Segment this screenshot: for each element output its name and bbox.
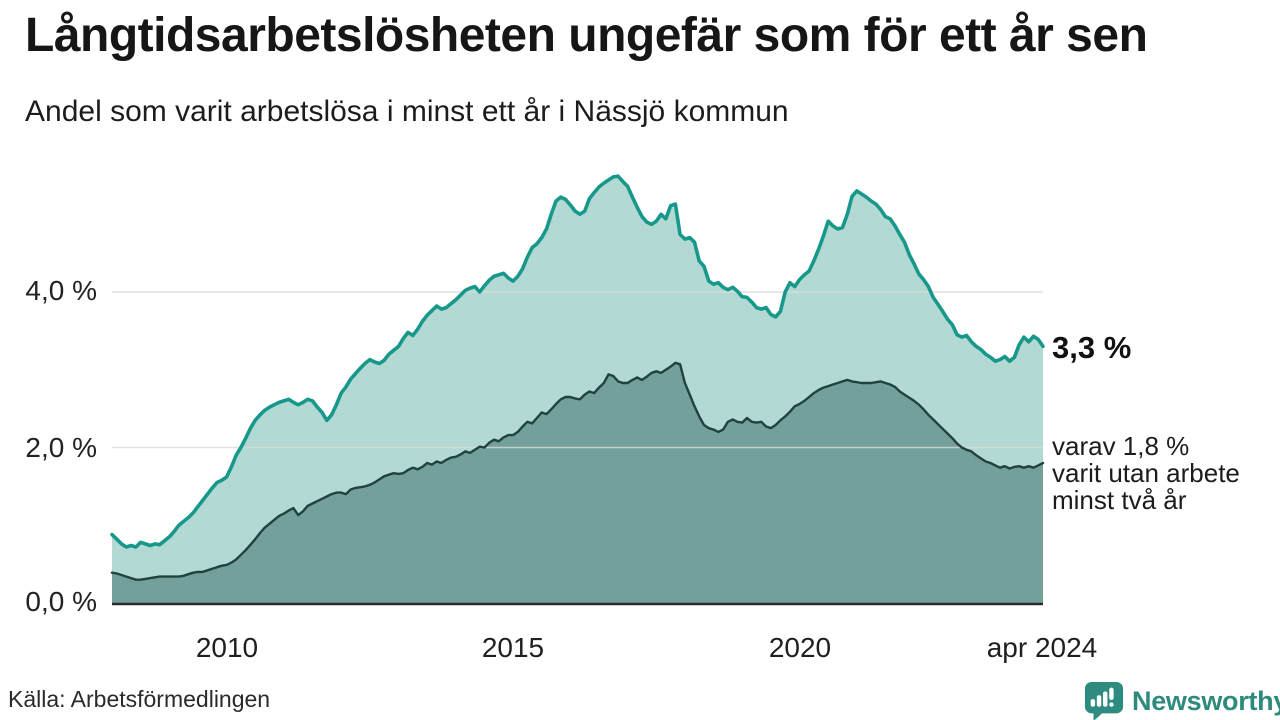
chart-subtitle: Andel som varit arbetslösa i minst ett å… <box>25 95 789 128</box>
x-axis-label-apr-2024: apr 2024 <box>986 632 1098 663</box>
chart-title: Långtidsarbetslösheten ungefär som för e… <box>25 9 1148 62</box>
x-axis-label-2020: 2020 <box>768 632 832 663</box>
newsworthy-logo-icon <box>1084 681 1124 720</box>
value-label-total: 3,3 % <box>1052 330 1132 365</box>
y-axis-label-0: 0,0 % <box>25 586 97 617</box>
source-label: Källa: Arbetsförmedlingen <box>8 686 271 712</box>
newsworthy-logo[interactable]: Newsworthy <box>1083 681 1280 720</box>
annotation-line-1: varav 1,8 % <box>1052 431 1190 461</box>
x-axis-label-2010: 2010 <box>195 632 259 663</box>
annotation-secondary: varav 1,8 % varit utan arbete minst två … <box>1052 433 1240 514</box>
y-axis-label-2: 2,0 % <box>25 432 97 463</box>
y-axis-label-4: 4,0 % <box>25 275 97 306</box>
x-axis-label-2015: 2015 <box>481 632 545 663</box>
annotation-line-2: varit utan arbete <box>1052 458 1240 488</box>
annotation-line-3: minst två år <box>1052 485 1187 515</box>
newsworthy-wordmark: Newsworthy <box>1132 686 1280 716</box>
